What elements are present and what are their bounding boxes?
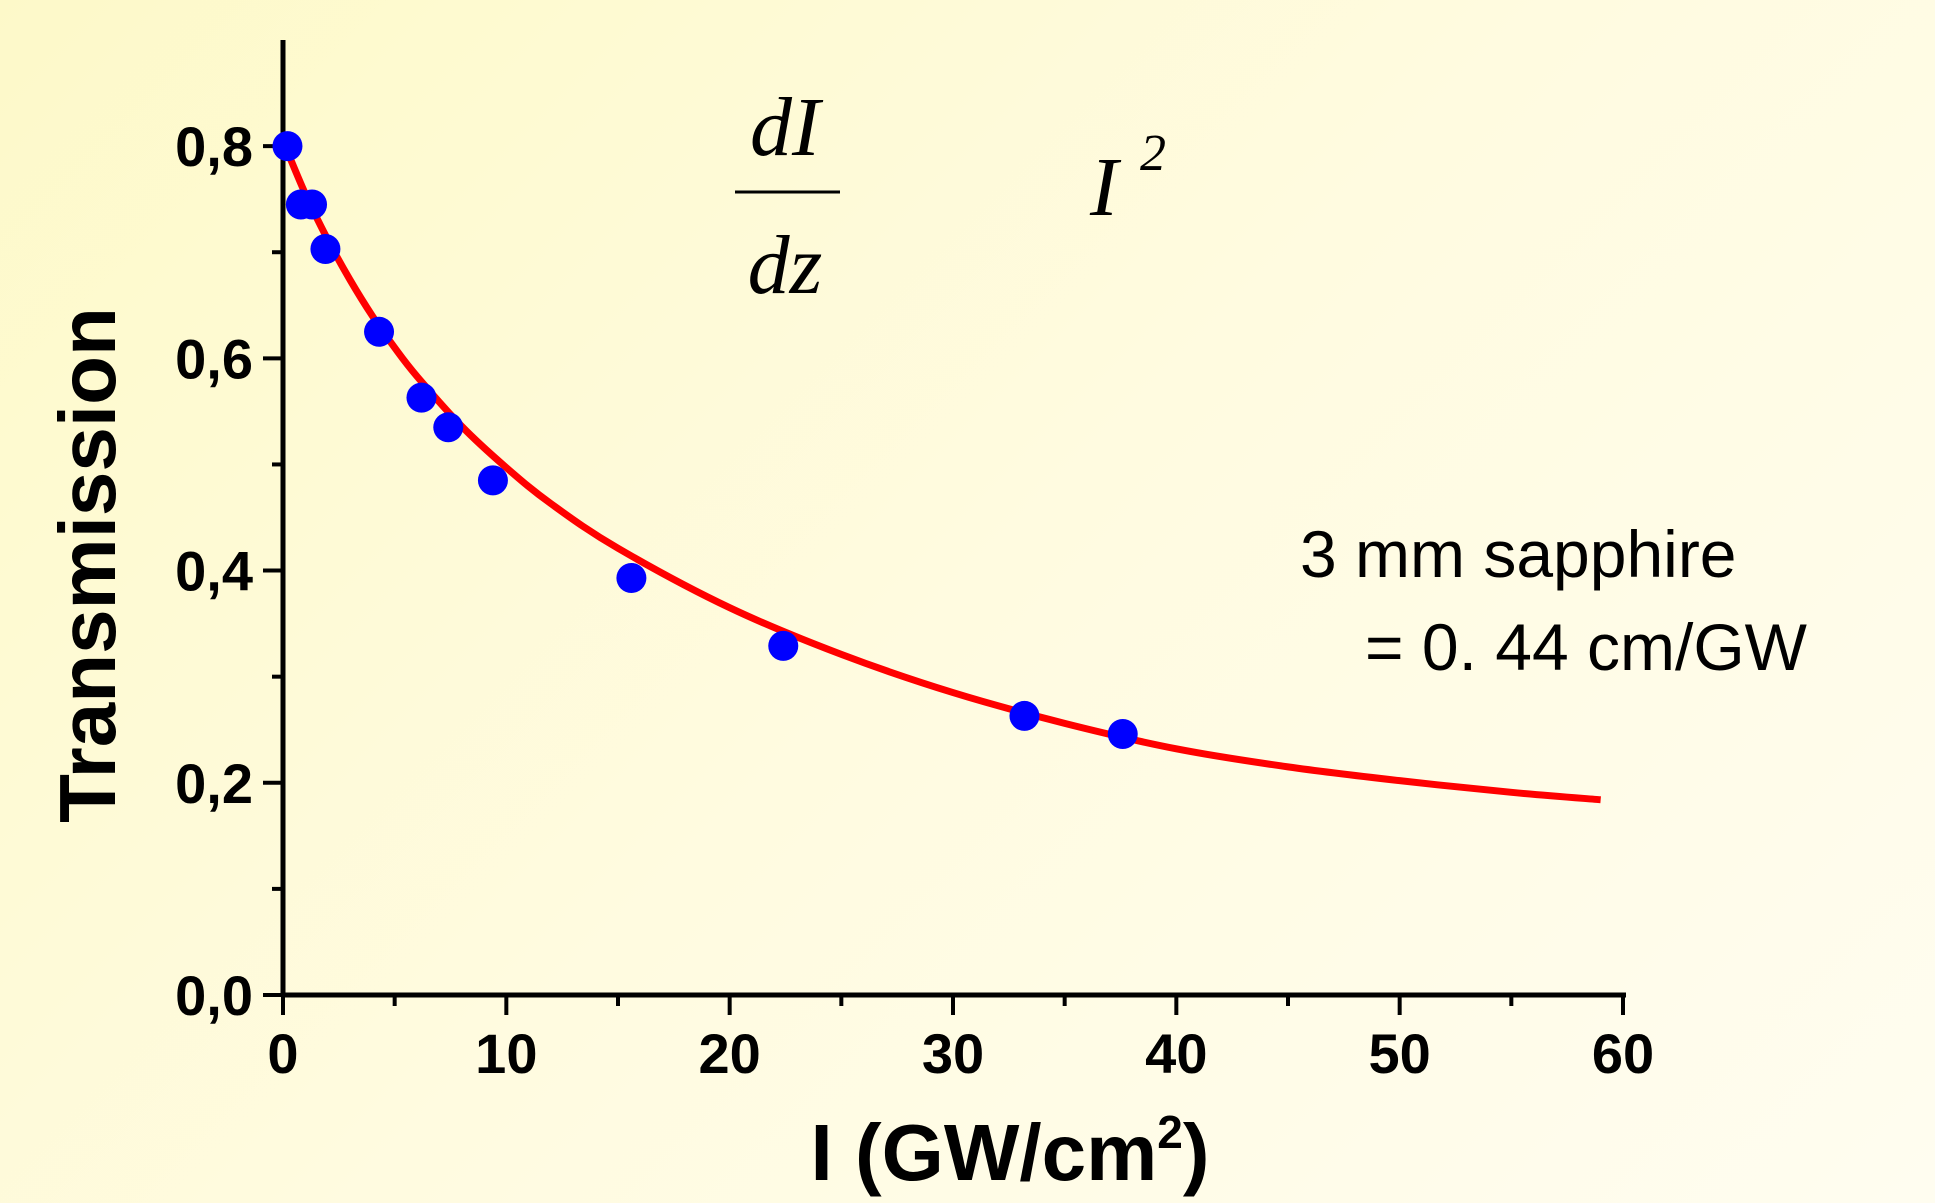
data-point <box>272 131 303 162</box>
math-fraction: dI dz <box>735 81 840 312</box>
data-point <box>406 382 437 413</box>
data-point <box>477 465 508 496</box>
y-tick-label: 0,4 <box>175 540 253 603</box>
axes <box>263 40 1626 1015</box>
fit-curve <box>279 139 1601 804</box>
fit-curve-layer <box>279 139 1601 804</box>
math-exponent: 2 <box>1140 125 1166 182</box>
x-tick-label: 50 <box>1369 1022 1431 1085</box>
data-point <box>1009 700 1040 731</box>
y-tick-label: 0,0 <box>175 964 253 1027</box>
x-tick-label: 10 <box>475 1022 537 1085</box>
x-tick-label: 20 <box>699 1022 761 1085</box>
x-tick-label: 60 <box>1592 1022 1654 1085</box>
data-point <box>1107 718 1138 749</box>
data-point <box>616 562 647 593</box>
tick-labels: 0 10 20 30 40 50 60 0,0 0,2 0,4 0,6 0,8 <box>175 115 1654 1085</box>
data-point <box>297 189 328 220</box>
x-tick-label: 0 <box>267 1022 298 1085</box>
data-point <box>310 234 341 265</box>
x-axis-title: I (GW/cm2) <box>811 1106 1210 1197</box>
sample-annotation: 3 mm sapphire <box>1300 517 1737 591</box>
math-numerator: dI <box>750 81 824 174</box>
math-power-term: I 2 <box>1089 125 1166 234</box>
data-point <box>433 412 464 443</box>
data-point <box>768 630 799 661</box>
y-axis-title: Transmission <box>43 307 132 823</box>
x-tick-label: 30 <box>922 1022 984 1085</box>
y-tick-label: 0,8 <box>175 115 253 178</box>
beta-annotation: = 0. 44 cm/GW <box>1365 610 1808 684</box>
data-point <box>364 316 395 347</box>
math-denominator: dz <box>748 219 823 312</box>
y-tick-label: 0,6 <box>175 327 253 390</box>
x-tick-label: 40 <box>1145 1022 1207 1085</box>
math-term: I <box>1089 141 1122 234</box>
data-points-layer <box>272 131 1138 749</box>
y-tick-label: 0,2 <box>175 752 253 815</box>
